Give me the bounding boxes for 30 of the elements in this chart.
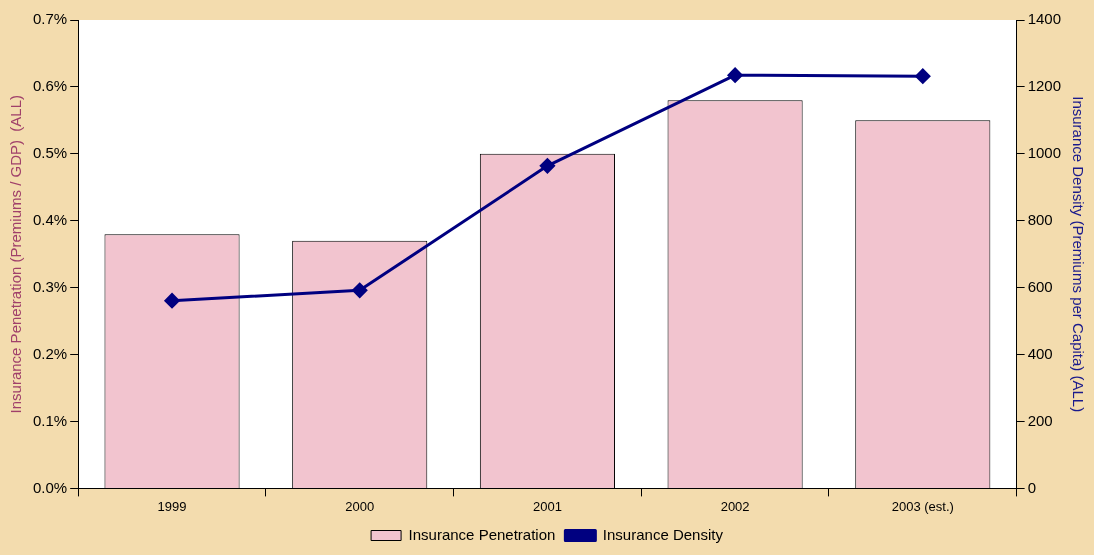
- y2-tick-label: 800: [1027, 210, 1053, 228]
- y2-axis-title: Insurance Density (Premiums per Capita) (ALL): [1069, 96, 1087, 413]
- point: [539, 158, 555, 174]
- x-tick-label: 2001: [532, 498, 562, 514]
- y2-tick-label: 200: [1027, 411, 1053, 429]
- y2-tick-label: 1000: [1027, 143, 1062, 161]
- y-tick-label: 0.4%: [32, 210, 68, 228]
- y2-tick-label: 1400: [1027, 10, 1062, 28]
- y2-tick-label: 600: [1027, 277, 1053, 295]
- legend-label: Insurance Penetration: [408, 525, 556, 543]
- y-tick-label: 0.5%: [32, 143, 68, 161]
- legend-label: Insurance Density: [602, 525, 724, 543]
- y2-tick-label: 0: [1027, 478, 1036, 496]
- point: [164, 293, 180, 309]
- point: [352, 282, 368, 298]
- y-tick-label: 0.0%: [32, 478, 68, 496]
- x-tick-label: 2003 (est.): [891, 498, 954, 514]
- x-tick-label: 2002: [720, 498, 750, 514]
- y-tick-label: 0.7%: [32, 10, 68, 28]
- y-tick-label: 0.2%: [32, 344, 68, 362]
- x-tick-label: 2000: [345, 498, 375, 514]
- x-tick-label: 1999: [157, 498, 187, 514]
- y-axis-title: Insurance Penetration (Premiums / GDP) (ALL): [7, 94, 25, 414]
- y-tick-label: 0.3%: [32, 277, 68, 295]
- y2-tick-label: 400: [1027, 344, 1053, 362]
- y-tick-label: 0.1%: [32, 411, 68, 429]
- point: [915, 68, 931, 84]
- y2-tick-label: 1200: [1027, 77, 1062, 95]
- point: [727, 67, 743, 83]
- y-tick-label: 0.6%: [32, 77, 68, 95]
